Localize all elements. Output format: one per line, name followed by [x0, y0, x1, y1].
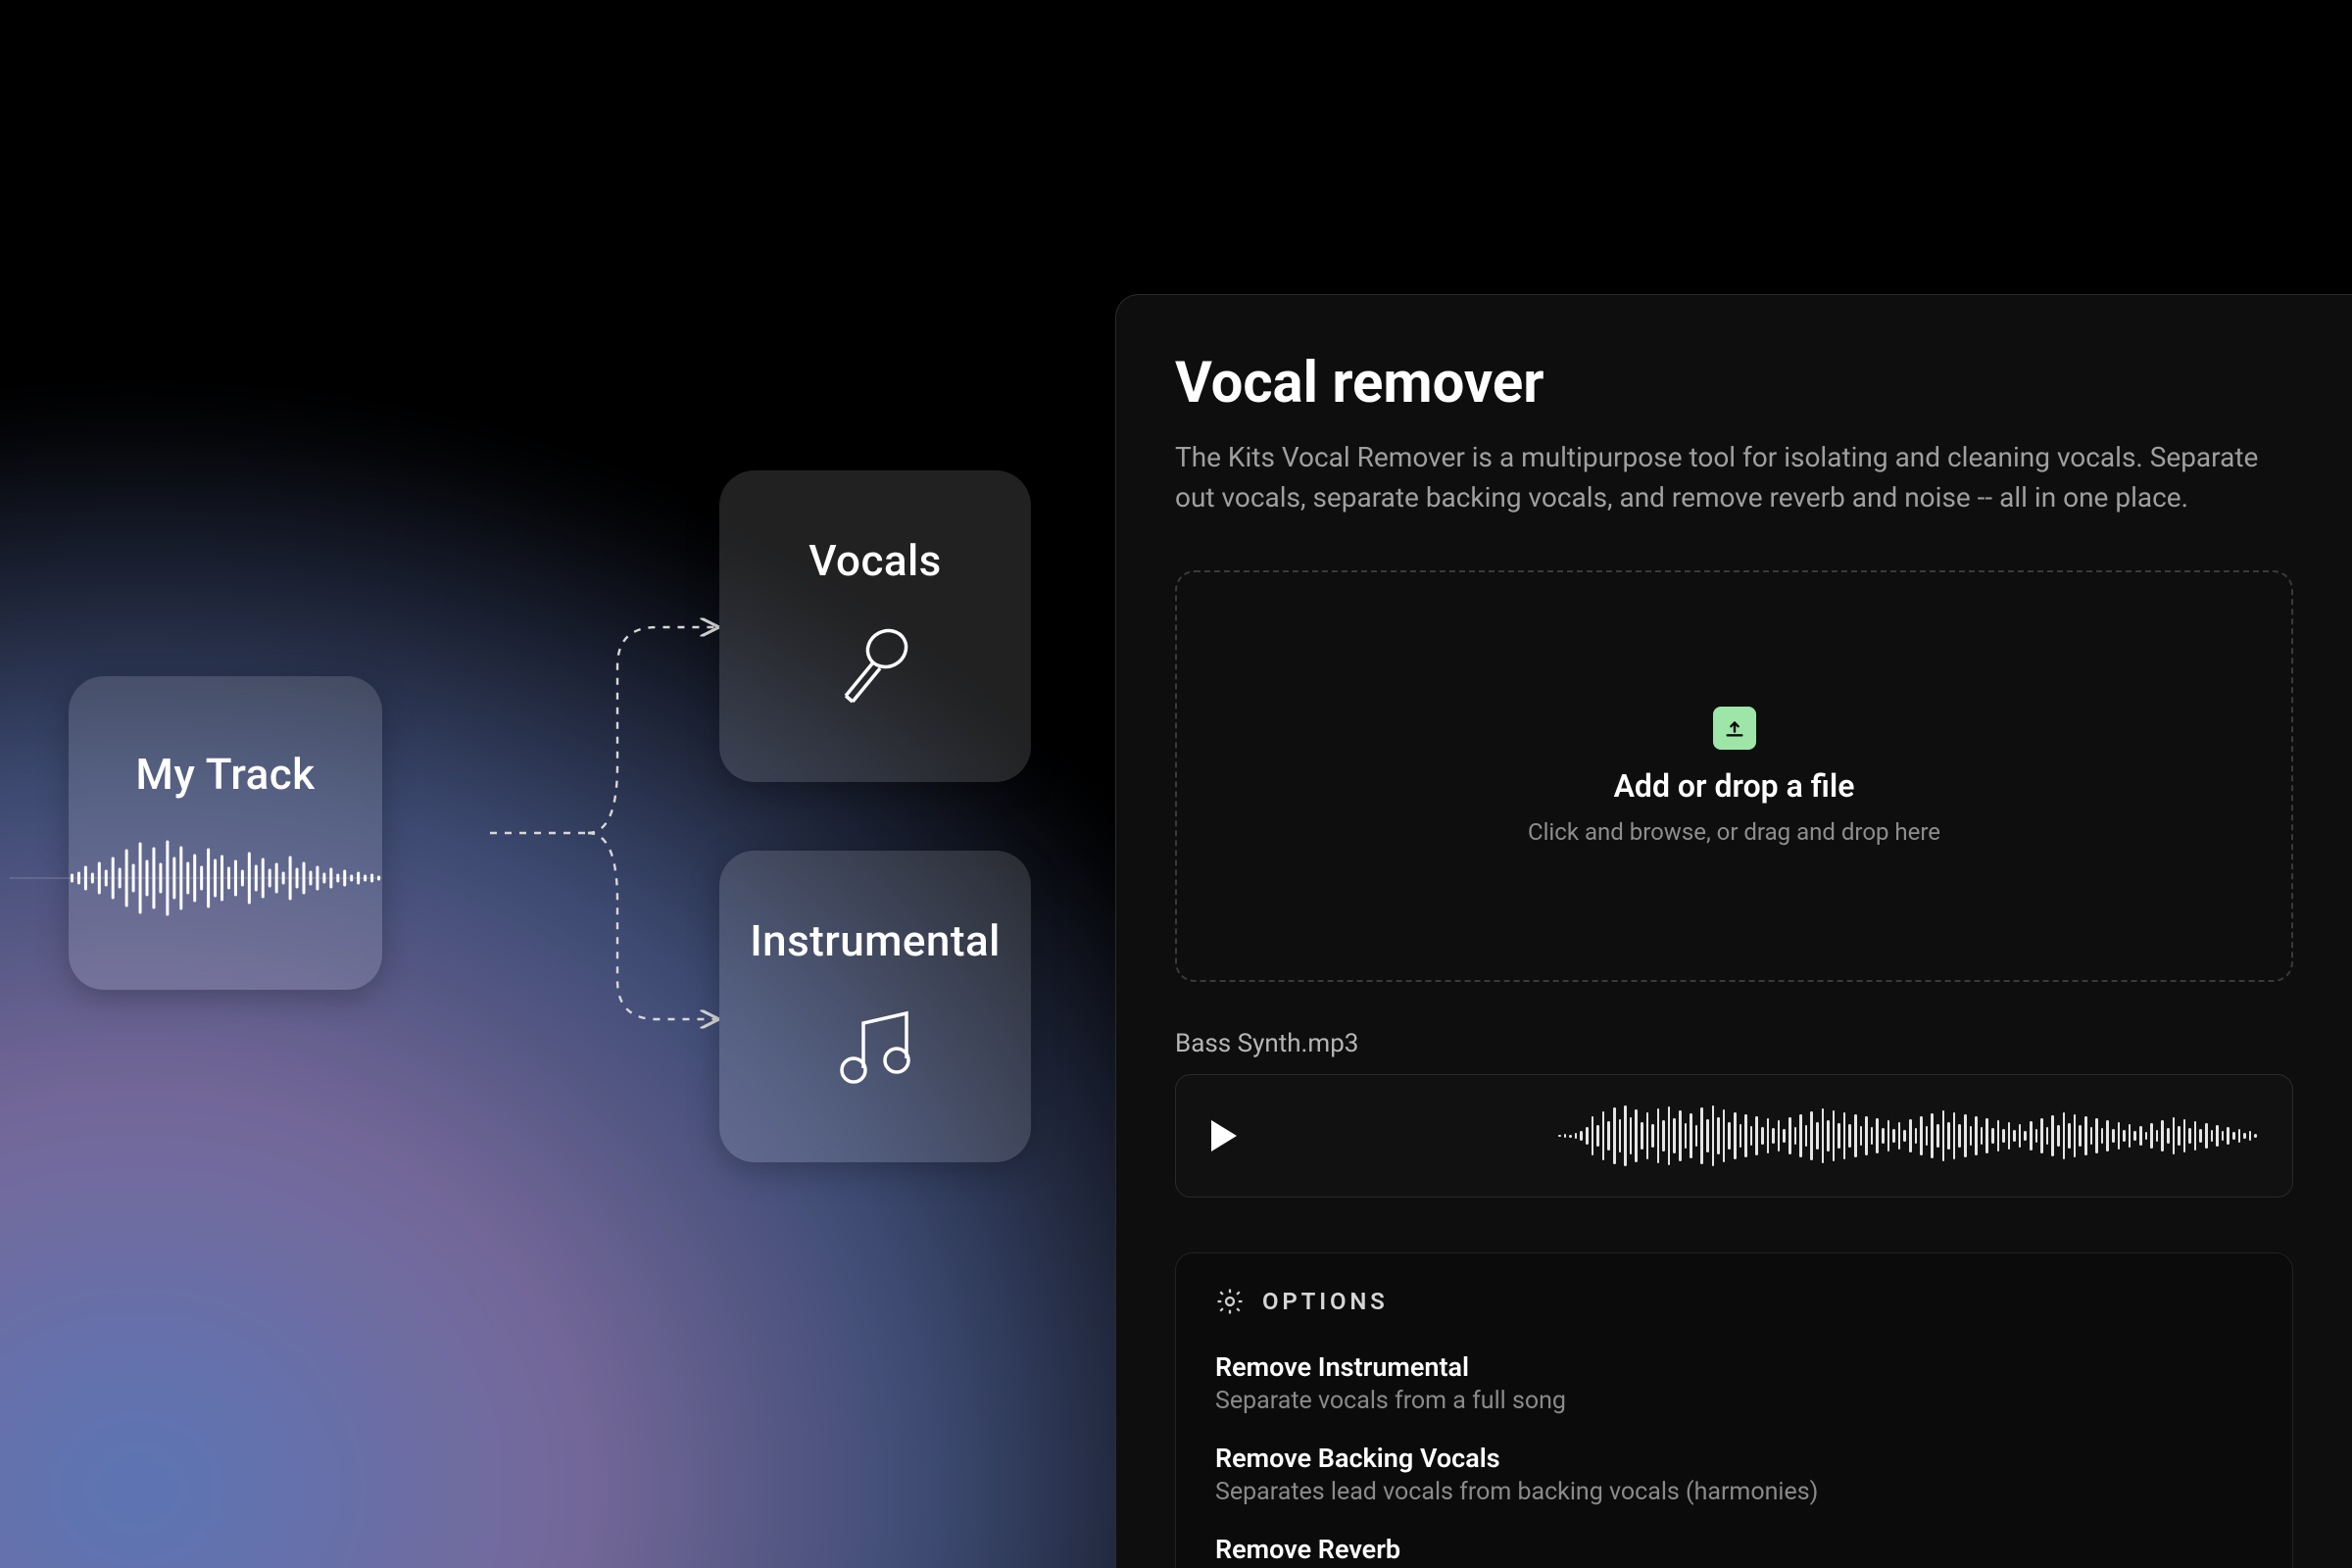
option-subtitle: Separate vocals from a full song — [1215, 1387, 2253, 1415]
options-section: OPTIONS Remove Instrumental Separate voc… — [1175, 1252, 2293, 1568]
instrumental-output-card: Instrumental — [719, 851, 1031, 1162]
source-track-card: My Track — [69, 676, 382, 990]
music-note-icon — [826, 1000, 924, 1098]
dropzone-title: Add or drop a file — [1614, 767, 1855, 805]
dropzone-subtitle: Click and browse, or drag and drop here — [1528, 818, 1940, 846]
audio-player — [1175, 1074, 2293, 1198]
option-remove-reverb[interactable]: Remove Reverb Extracts a dry vocal from … — [1215, 1534, 2253, 1568]
option-title: Remove Reverb — [1215, 1534, 2253, 1565]
option-title: Remove Backing Vocals — [1215, 1443, 2253, 1474]
option-title: Remove Instrumental — [1215, 1351, 2253, 1383]
source-waveform — [69, 839, 382, 917]
gear-icon — [1215, 1287, 1245, 1316]
panel-description: The Kits Vocal Remover is a multipurpose… — [1175, 438, 2293, 517]
vocals-card-title: Vocals — [808, 535, 942, 586]
source-track-title: My Track — [135, 749, 315, 800]
options-header-label: OPTIONS — [1262, 1288, 1389, 1315]
vocal-remover-panel: Vocal remover The Kits Vocal Remover is … — [1115, 294, 2352, 1568]
upload-icon — [1713, 707, 1756, 750]
option-subtitle: Separates lead vocals from backing vocal… — [1215, 1478, 2253, 1506]
microphone-icon — [826, 619, 924, 717]
panel-title: Vocal remover — [1175, 350, 2293, 416]
option-remove-instrumental[interactable]: Remove Instrumental Separate vocals from… — [1215, 1351, 2253, 1415]
instrumental-card-title: Instrumental — [750, 915, 1001, 966]
play-button[interactable] — [1211, 1120, 1237, 1152]
current-filename: Bass Synth.mp3 — [1175, 1029, 2293, 1058]
file-dropzone[interactable]: Add or drop a file Click and browse, or … — [1175, 570, 2293, 982]
option-remove-backing-vocals[interactable]: Remove Backing Vocals Separates lead voc… — [1215, 1443, 2253, 1506]
player-waveform[interactable] — [1284, 1102, 2257, 1170]
vocals-output-card: Vocals — [719, 470, 1031, 782]
